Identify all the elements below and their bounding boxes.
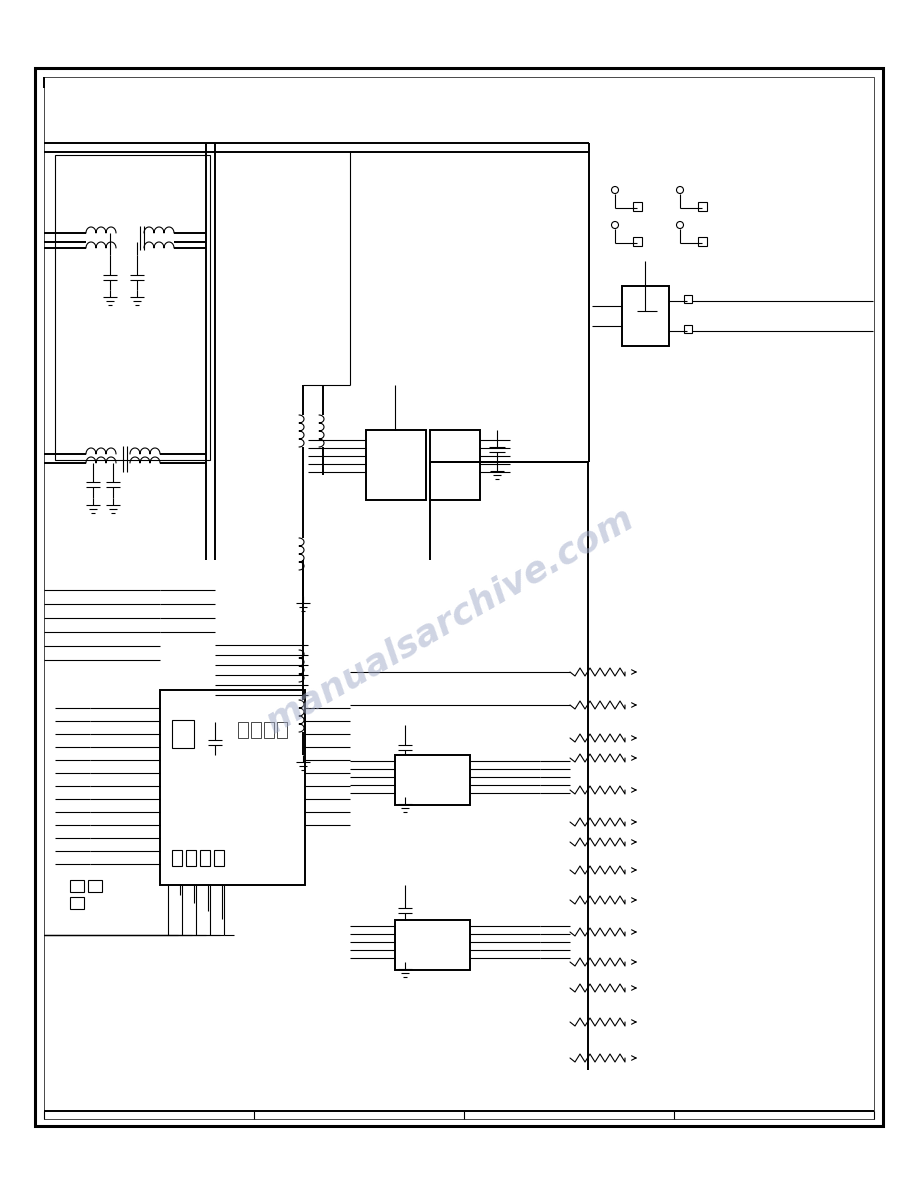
Bar (55, 154, 210, 460)
Bar (186, 849, 196, 866)
Text: manualsarchive.com: manualsarchive.com (260, 500, 640, 739)
Bar (172, 720, 194, 748)
Bar (366, 430, 426, 500)
Bar (70, 880, 84, 892)
Bar (684, 326, 692, 333)
Bar (70, 897, 84, 909)
Bar (395, 756, 470, 805)
Bar (633, 236, 642, 246)
Bar (684, 295, 692, 303)
Bar (172, 849, 182, 866)
Bar (200, 849, 210, 866)
Bar (44, 77, 874, 1119)
Bar (238, 722, 248, 738)
Bar (622, 286, 669, 346)
Bar (264, 722, 274, 738)
Bar (633, 202, 642, 211)
Bar (698, 236, 707, 246)
Bar (88, 880, 102, 892)
Bar (160, 690, 305, 885)
Bar (214, 849, 224, 866)
Bar (698, 202, 707, 211)
Bar (395, 920, 470, 969)
Bar (430, 430, 480, 500)
Bar (277, 722, 287, 738)
Bar (35, 68, 883, 1126)
Bar (251, 722, 261, 738)
